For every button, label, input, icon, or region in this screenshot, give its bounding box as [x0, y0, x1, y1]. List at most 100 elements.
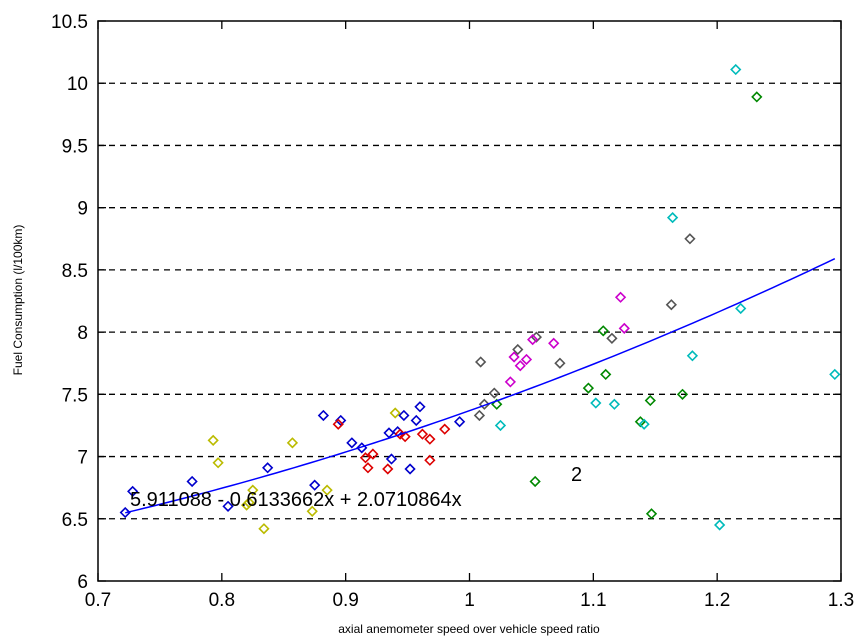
- data-point: [829, 368, 841, 381]
- data-point: [439, 423, 451, 435]
- data-point: [309, 479, 321, 491]
- fit-equation-text: 5.911088 - 0.6133662x + 2.0710864x: [130, 489, 462, 511]
- data-point: [212, 457, 224, 469]
- x-tick-label: 1.3: [828, 590, 854, 611]
- data-point: [119, 506, 131, 519]
- y-tick-label: 9: [77, 199, 88, 220]
- data-point: [335, 414, 347, 427]
- data-point: [504, 376, 516, 388]
- data-point: [414, 401, 426, 413]
- data-point: [638, 418, 650, 430]
- data-point: [321, 484, 333, 496]
- data-point: [644, 394, 656, 407]
- data-point: [398, 409, 410, 422]
- data-point: [714, 519, 726, 531]
- data-point: [488, 387, 500, 399]
- y-tick-label: 8: [77, 323, 88, 344]
- y-tick-label: 6: [77, 572, 88, 593]
- data-point: [676, 388, 689, 400]
- y-tick-label: 8.5: [62, 261, 88, 282]
- y-tick-label: 7: [77, 448, 88, 469]
- data-point: [730, 63, 742, 76]
- data-point: [317, 409, 330, 422]
- y-tick-label: 9.5: [62, 136, 88, 157]
- data-point: [453, 416, 466, 428]
- data-point: [590, 397, 602, 409]
- y-tick-label: 7.5: [62, 385, 88, 406]
- fit-equation: 5.911088 - 0.6133662x + 2.0710864x: [130, 489, 462, 511]
- data-point: [735, 302, 747, 315]
- x-axis-title: axial anemometer speed over vehicle spee…: [338, 622, 600, 636]
- data-point: [383, 427, 395, 439]
- y-tick-labels: 6 6.5 7 7.5 8 8.5 9 9.5 10 10.5: [51, 12, 88, 593]
- data-point: [362, 462, 374, 474]
- fit-equation-exponent: 2: [571, 464, 582, 486]
- data-point: [207, 434, 219, 447]
- x-tick-label: 1: [464, 590, 475, 611]
- data-point: [666, 211, 679, 224]
- x-tick-label: 1.2: [704, 590, 730, 611]
- data-point: [346, 437, 358, 449]
- data-point: [367, 448, 379, 460]
- data-point: [127, 485, 139, 498]
- data-points: [119, 63, 841, 535]
- data-point: [240, 499, 253, 511]
- data-point: [597, 325, 609, 337]
- data-point: [665, 299, 677, 311]
- data-point: [494, 419, 507, 432]
- data-point: [475, 356, 487, 368]
- data-point: [332, 418, 344, 430]
- data-point: [247, 484, 259, 496]
- data-point: [491, 398, 503, 410]
- data-point: [512, 343, 524, 356]
- data-point: [399, 431, 411, 443]
- data-point: [520, 353, 533, 366]
- plot-frame: [97, 20, 842, 582]
- data-point: [404, 463, 416, 475]
- data-point: [608, 398, 621, 410]
- x-tick-label: 0.9: [332, 590, 358, 611]
- y-tick-label: 10.5: [51, 12, 88, 33]
- data-point: [554, 357, 566, 369]
- x-tick-label: 1.1: [580, 590, 606, 611]
- data-point: [684, 233, 696, 245]
- data-point: [262, 462, 274, 474]
- data-point: [222, 500, 234, 512]
- grid-lines: [98, 82, 841, 520]
- data-point: [527, 333, 539, 346]
- x-tick-label: 0.8: [209, 590, 235, 611]
- data-point: [359, 452, 372, 464]
- data-point: [529, 475, 541, 488]
- data-point: [548, 337, 560, 349]
- data-point: [258, 523, 270, 535]
- data-point: [410, 414, 422, 427]
- data-point: [389, 407, 401, 419]
- data-point: [751, 91, 763, 103]
- data-point: [382, 463, 394, 475]
- data-point: [618, 322, 630, 335]
- data-point: [508, 351, 520, 363]
- x-tick-labels: 0.7 0.8 0.9 1 1.1 1.2 1.3: [85, 590, 854, 611]
- data-point: [286, 437, 299, 449]
- data-point: [514, 360, 526, 372]
- y-tick-label: 6.5: [62, 510, 88, 531]
- data-point: [582, 382, 595, 394]
- data-point: [606, 332, 618, 344]
- data-point: [424, 433, 436, 445]
- data-point: [686, 350, 699, 362]
- data-point: [416, 428, 429, 440]
- data-point: [614, 291, 627, 303]
- data-point: [243, 496, 255, 509]
- data-point: [600, 368, 612, 381]
- y-tick-label: 10: [67, 74, 88, 95]
- data-point: [394, 428, 406, 440]
- data-point: [424, 454, 436, 466]
- data-point: [186, 475, 198, 488]
- data-point: [645, 508, 658, 520]
- x-tick-label: 0.7: [85, 590, 111, 611]
- data-point: [473, 409, 486, 422]
- fit-curve: [125, 258, 836, 514]
- data-point: [385, 453, 398, 465]
- data-point: [306, 505, 318, 517]
